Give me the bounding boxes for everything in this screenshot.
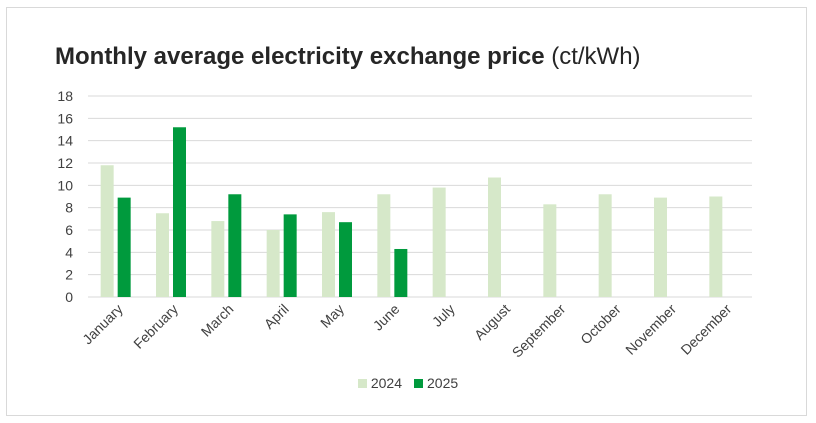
x-tick-label: October xyxy=(577,301,624,348)
bar-2025-march xyxy=(228,194,242,297)
y-tick-label: 0 xyxy=(65,289,73,305)
chart-title-main: Monthly average electricity exchange pri… xyxy=(55,43,545,70)
x-tick-label: July xyxy=(429,301,458,330)
legend-label-2024: 2024 xyxy=(370,375,402,391)
legend-swatch-2024 xyxy=(357,378,367,388)
y-tick-label: 12 xyxy=(57,155,73,171)
bar-2025-june xyxy=(394,248,408,297)
x-tick-label: August xyxy=(471,301,513,343)
chart-title-unit: (ct/kWh) xyxy=(551,43,641,70)
bar-2024-february xyxy=(156,213,169,297)
bar-2025-may xyxy=(339,222,352,297)
gridlines xyxy=(88,95,752,298)
y-tick-label: 4 xyxy=(65,244,73,260)
y-tick-label: 2 xyxy=(65,267,73,283)
bar-2024-august xyxy=(488,177,501,297)
y-tick-label: 14 xyxy=(57,133,73,149)
x-tick-label: March xyxy=(198,301,237,340)
y-tick-label: 8 xyxy=(65,200,73,216)
x-tick-label: January xyxy=(79,301,126,348)
y-tick-label: 18 xyxy=(57,88,73,104)
bar-2024-march xyxy=(211,221,225,297)
bar-2025-february xyxy=(173,127,186,298)
bar-2024-november xyxy=(654,197,667,297)
legend-item-2025: 2025 xyxy=(414,375,458,391)
bar-2025-january xyxy=(117,197,131,297)
bar-2024-may xyxy=(322,212,335,297)
y-axis: 0 2 4 6 8 10 12 14 16 18 xyxy=(57,88,73,305)
x-axis: January February March April May June July Augu… xyxy=(79,301,734,361)
x-tick-label: February xyxy=(130,301,181,352)
chart-frame xyxy=(6,7,807,416)
y-tick-label: 6 xyxy=(65,222,73,238)
chart-title: Monthly average electricity exchange pri… xyxy=(55,42,641,72)
legend-swatch-2025 xyxy=(414,378,423,388)
bar-2024-july xyxy=(432,187,446,297)
bar-2024-december xyxy=(709,196,723,297)
legend-item-2024: 2024 xyxy=(357,375,402,391)
x-tick-label: September xyxy=(509,301,569,361)
bar-2025-april xyxy=(283,214,297,297)
y-tick-label: 10 xyxy=(57,177,73,193)
x-tick-label: November xyxy=(622,301,679,358)
bar-2024-september xyxy=(543,204,557,297)
bar-2024-june xyxy=(377,194,391,297)
bar-2024-april xyxy=(266,230,280,297)
bars xyxy=(100,127,723,298)
legend-label-2025: 2025 xyxy=(427,375,459,391)
bar-2024-january xyxy=(100,165,114,297)
y-tick-label: 16 xyxy=(57,110,73,126)
x-tick-label: May xyxy=(317,301,347,331)
legend: 2024 2025 xyxy=(0,375,816,391)
x-tick-label: April xyxy=(261,301,292,332)
x-tick-label: December xyxy=(677,301,734,358)
bar-2024-october xyxy=(598,194,612,297)
x-tick-label: June xyxy=(370,301,403,334)
